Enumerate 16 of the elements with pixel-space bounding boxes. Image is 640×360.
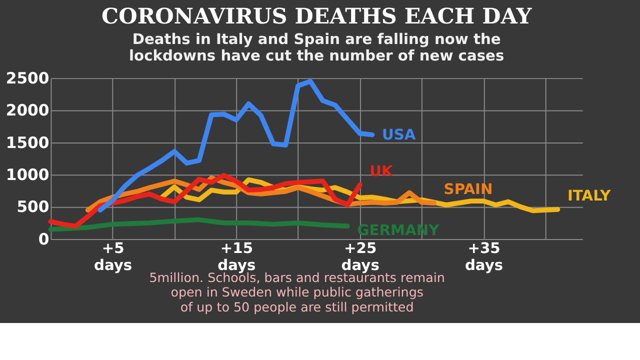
y-tick-label: 2000 bbox=[6, 102, 50, 120]
y-tick-label: 2500 bbox=[6, 69, 50, 88]
chart-title: CORONAVIRUS DEATHS EACH DAY bbox=[102, 4, 532, 30]
chart-subtitle: Deaths in Italy and Spain are falling now the lockdowns have cut the number of new cases bbox=[129, 30, 504, 65]
series-label: ITALY bbox=[567, 188, 612, 205]
y-tick-label: 1000 bbox=[6, 166, 50, 184]
y-tick-label: 500 bbox=[16, 198, 50, 216]
series-label: USA bbox=[382, 126, 416, 144]
x-tick-label: +15 days bbox=[218, 240, 256, 274]
x-tick-label: +35 days bbox=[464, 240, 504, 274]
y-tick-label: 1500 bbox=[6, 134, 50, 152]
line-series bbox=[48, 217, 350, 232]
series-label: SPAIN bbox=[444, 181, 493, 198]
series-label: UK bbox=[370, 163, 394, 180]
y-tick-label: 0 bbox=[38, 230, 50, 248]
x-tick-label: +5 days bbox=[94, 240, 132, 274]
